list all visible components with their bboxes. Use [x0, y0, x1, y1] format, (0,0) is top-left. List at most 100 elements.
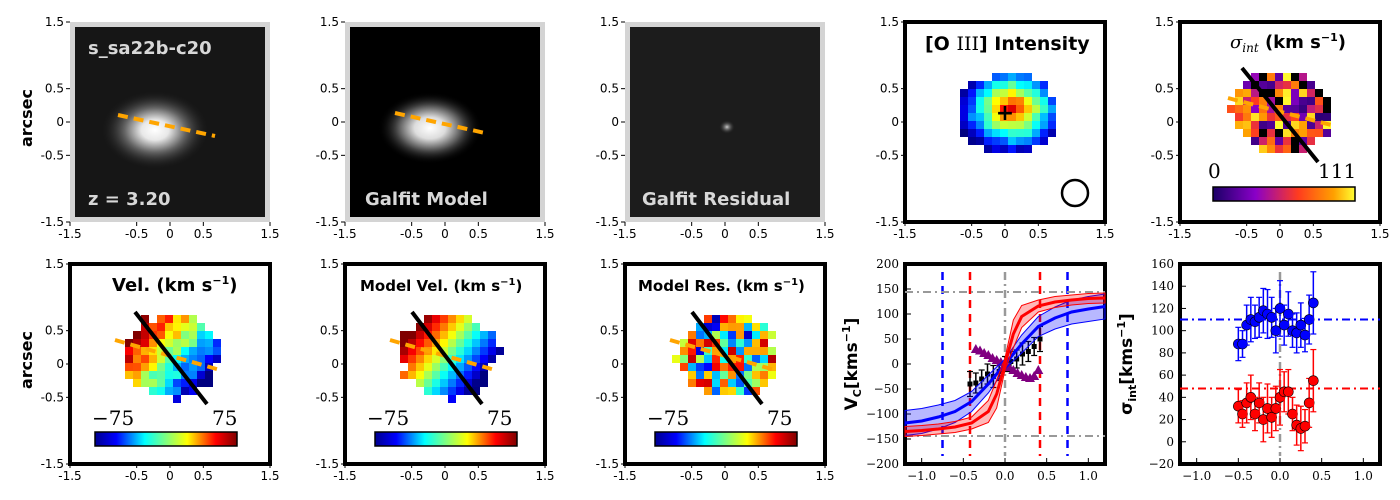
map-pixel	[712, 347, 720, 355]
map-pixel	[1267, 137, 1275, 145]
map-pixel	[432, 315, 440, 323]
map-pixel	[736, 387, 744, 395]
map-pixel	[1016, 121, 1024, 129]
map-pixel	[1275, 97, 1283, 105]
map-pixel	[1008, 105, 1016, 113]
map-pixel	[688, 363, 696, 371]
y-tick-label: −150	[866, 432, 899, 446]
map-pixel	[448, 347, 456, 355]
map-pixel	[181, 379, 189, 387]
map-pixel	[149, 323, 157, 331]
psf-circle	[1060, 178, 1090, 208]
map-pixel	[456, 339, 464, 347]
map-pixel	[688, 347, 696, 355]
x-tick-label: -1.5	[893, 227, 916, 241]
map-pixel	[760, 331, 768, 339]
y-tick-label: 0	[611, 357, 619, 371]
map-pixel	[440, 339, 448, 347]
map-pixel	[157, 323, 165, 331]
map-pixel	[1032, 129, 1040, 137]
map-pixel	[680, 363, 688, 371]
map-pixel	[1008, 129, 1016, 137]
map-pixel	[688, 355, 696, 363]
map-pixel	[205, 339, 213, 347]
map-pixel	[1307, 81, 1315, 89]
map-pixel	[704, 379, 712, 387]
map-pixel	[680, 355, 688, 363]
map-pixel	[424, 387, 432, 395]
y-tick-label: 1.5	[320, 257, 339, 271]
x-tick-label: -0.5	[680, 227, 703, 241]
map-pixel	[416, 355, 424, 363]
map-pixel	[1024, 145, 1032, 153]
map-pixel	[1315, 105, 1323, 113]
y-tick-label: −50	[874, 382, 899, 396]
map-pixel	[1251, 97, 1259, 105]
map-pixel	[1000, 105, 1008, 113]
map-pixel	[1032, 105, 1040, 113]
y-tick-label: 0.5	[45, 82, 64, 96]
map-pixel	[432, 387, 440, 395]
map-pixel	[472, 387, 480, 395]
data-point	[1237, 338, 1248, 350]
map-pixel	[728, 331, 736, 339]
x-tick-label: 0	[721, 469, 729, 483]
rotation-curve-chart: −1.0 −0.5 0.0 0.5 1.0 −200 −150 −100 −50 0 50 100 15…	[840, 257, 1107, 483]
map-pixel	[125, 339, 133, 347]
map-pixel	[1024, 121, 1032, 129]
map-pixel	[488, 355, 496, 363]
x-tick-label: -1.5	[58, 469, 81, 483]
map-pixel	[189, 315, 197, 323]
map-pixel	[448, 331, 456, 339]
map-pixel	[688, 339, 696, 347]
y-tick-label: -0.5	[41, 148, 64, 162]
map-pixel	[1016, 137, 1024, 145]
map-pixel	[992, 113, 1000, 121]
map-pixel	[213, 355, 221, 363]
map-pixel	[1291, 97, 1299, 105]
kinematic-axis	[133, 310, 209, 406]
map-pixel	[424, 323, 432, 331]
map-pixel	[984, 137, 992, 145]
x-tick-label: 0.5	[1029, 227, 1048, 241]
map-pixel	[472, 355, 480, 363]
x-tick-label: −1.0	[907, 469, 936, 483]
map-pixel	[1016, 89, 1024, 97]
row1-ylabel: arcsec	[17, 89, 36, 147]
map-pixel	[752, 371, 760, 379]
map-pixel	[1008, 73, 1016, 81]
map-pixel	[1040, 97, 1048, 105]
map-pixel	[496, 347, 504, 355]
map-pixel	[480, 355, 488, 363]
map-pixel	[752, 387, 760, 395]
map-pixel	[720, 339, 728, 347]
y-tick-label: -1.5	[41, 457, 64, 471]
map-pixel	[448, 379, 456, 387]
model-res-title: Model Res. (km s−1)	[638, 277, 805, 295]
map-pixel	[173, 395, 181, 403]
map-pixel	[165, 371, 173, 379]
map-pixel	[189, 363, 197, 371]
y-tick-label: -0.5	[316, 390, 339, 404]
map-pixel	[720, 331, 728, 339]
map-pixel	[1259, 145, 1267, 153]
data-point	[967, 381, 973, 387]
map-pixel	[1251, 137, 1259, 145]
data-point	[1308, 375, 1319, 386]
map-pixel	[189, 371, 197, 379]
y-tick-label: −100	[866, 407, 899, 421]
x-tick-label: -0.5	[400, 227, 423, 241]
map-pixel	[472, 323, 480, 331]
map-pixel	[1299, 73, 1307, 81]
map-pixel	[1299, 97, 1307, 105]
map-pixel	[1008, 89, 1016, 97]
panel-galfit-model: Galfit Model	[345, 22, 545, 222]
data-point	[1266, 412, 1277, 423]
map-pixel	[1275, 137, 1283, 145]
map-pixel	[1307, 89, 1315, 97]
map-pixel	[440, 355, 448, 363]
map-pixel	[1024, 137, 1032, 145]
map-pixel	[125, 355, 133, 363]
map-pixel	[1275, 105, 1283, 113]
y-axis-title: σint[kms−1]	[1115, 313, 1139, 415]
